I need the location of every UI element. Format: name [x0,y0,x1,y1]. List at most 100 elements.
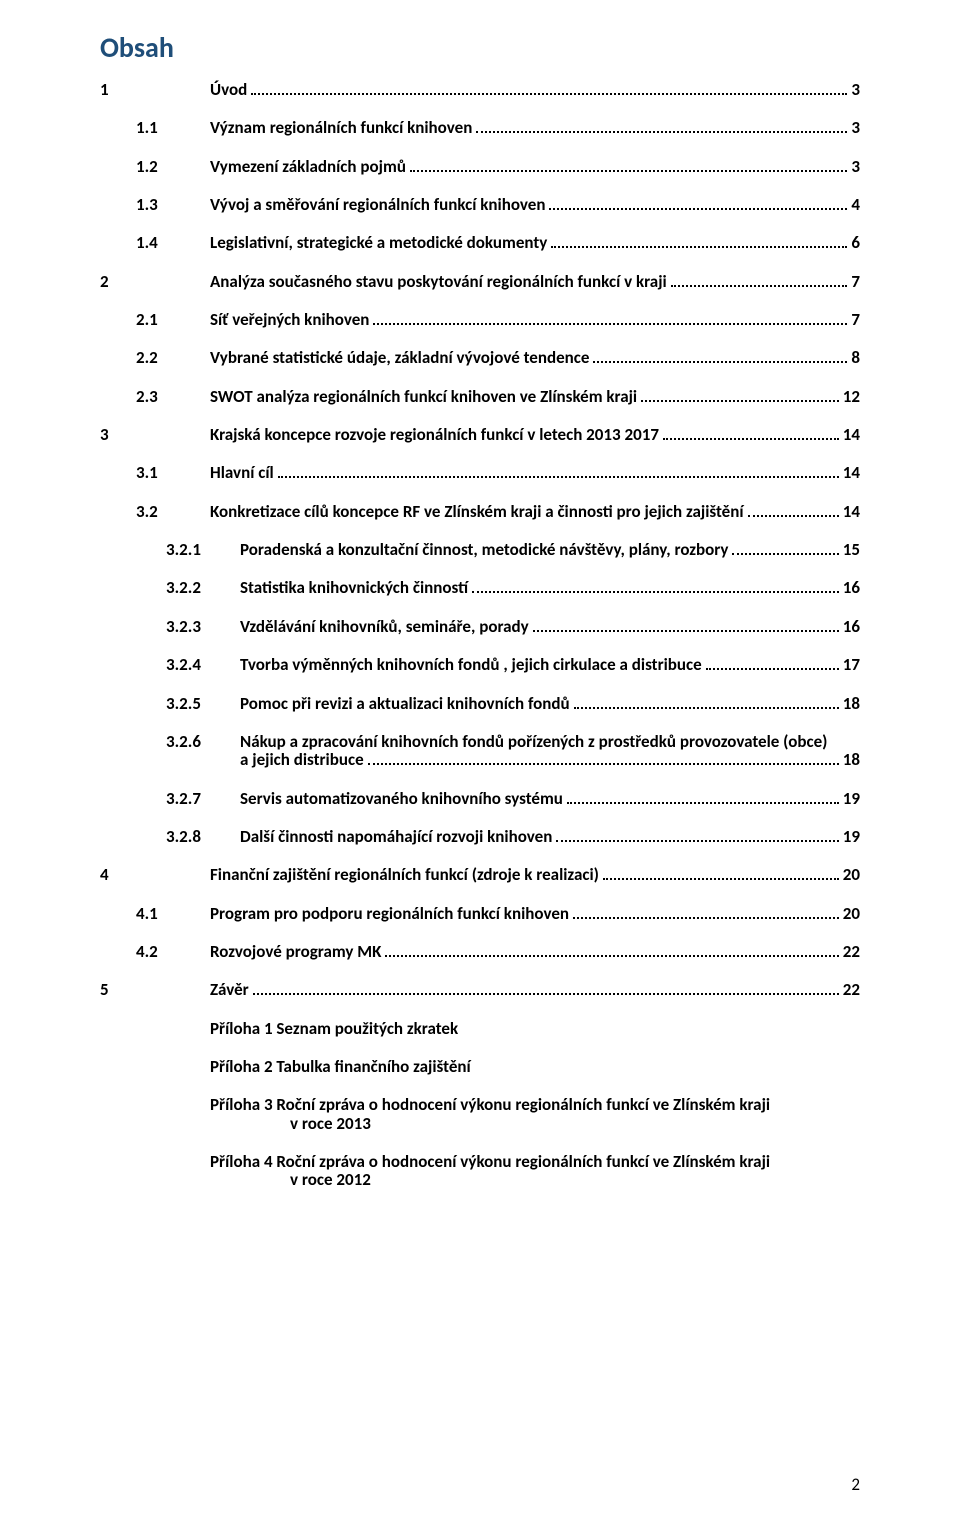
toc-number: 3.2.2 [100,575,240,601]
toc-page: 20 [843,901,860,927]
toc-label: Závěr [210,977,249,1003]
toc-entry: 3.2.3 Vzdělávání knihovníků, semináře, p… [100,614,860,640]
toc-label: Další činnosti napomáhající rozvoji knih… [240,824,552,850]
toc-entry: 4.2 Rozvojové programy MK 22 [100,939,860,965]
toc-page: 16 [843,575,860,601]
toc-number: 1.3 [100,192,210,218]
toc-leader [278,465,839,479]
toc-page: 3 [851,154,860,180]
toc-entry: 1.4 Legislativní, strategické a metodick… [100,230,860,256]
toc-label: Program pro podporu regionálních funkcí … [210,901,569,927]
toc-page: 20 [843,862,860,888]
toc-page: 19 [843,824,860,850]
toc-page: 18 [843,691,860,717]
toc-label: Příloha 2 Tabulka finančního zajištění [210,1054,471,1080]
toc-entry: 3.2.8 Další činnosti napomáhající rozvoj… [100,824,860,850]
toc-entry: 3.2.4 Tvorba výměnných knihovních fondů … [100,652,860,678]
toc-leader [549,196,847,210]
toc-label: Vybrané statistické údaje, základní vývo… [210,345,589,371]
toc-page: 16 [843,614,860,640]
toc-label: a jejich distribuce [240,747,364,773]
toc-label: Konkretizace cílů koncepce RF ve Zlínské… [210,499,744,525]
toc-leader [567,790,839,804]
toc-label: Vývoj a směřování regionálních funkcí kn… [210,192,545,218]
page-number: 2 [851,1474,860,1495]
toc-entry: 3.1 Hlavní cíl 14 [100,460,860,486]
toc-leader [663,427,839,441]
toc-label: Vzdělávání knihovníků, semináře, porady [240,614,529,640]
toc-entry: 2.3 SWOT analýza regionálních funkcí kni… [100,384,860,410]
document-page: Obsah 1 Úvod 3 1.1 Význam regionálních f… [0,0,960,1515]
toc-appendix: Příloha 4 Roční zpráva o hodnocení výkon… [100,1149,860,1175]
toc-leader [641,388,839,402]
toc-page: 3 [851,115,860,141]
toc-entry: 3.2.2 Statistika knihovnických činností … [100,575,860,601]
toc-entry: 4 Finanční zajištění regionálních funkcí… [100,862,860,888]
toc-number: 3.2.5 [100,691,240,717]
toc-entry: 2 Analýza současného stavu poskytování r… [100,269,860,295]
toc-page: 22 [843,977,860,1003]
toc-number: 2.1 [100,307,210,333]
toc-label: Tvorba výměnných knihovních fondů , jeji… [240,652,702,678]
toc-label: Úvod [210,77,247,103]
toc-number: 4.2 [100,939,210,965]
toc-label: v roce 2013 [290,1111,371,1137]
toc-page: 8 [851,345,860,371]
toc-number: 1.1 [100,115,210,141]
toc-leader [732,542,838,556]
toc-entry: 1.2 Vymezení základních pojmů 3 [100,154,860,180]
toc-entry: 1 Úvod 3 [100,77,860,103]
toc-label: Pomoc při revizi a aktualizaci knihovníc… [240,691,570,717]
toc-label: SWOT analýza regionálních funkcí knihove… [210,384,637,410]
toc-number: 3.2.1 [100,537,240,563]
toc-label: Význam regionálních funkcí knihoven [210,115,472,141]
toc-label: Příloha 1 Seznam použitých zkratek [210,1016,458,1042]
toc-number: 3.2.3 [100,614,240,640]
toc-leader [253,982,839,996]
toc-page: 17 [843,652,860,678]
toc-page: 19 [843,786,860,812]
toc-page: 15 [843,537,860,563]
toc-number: 1.2 [100,154,210,180]
toc-entry: 4.1 Program pro podporu regionálních fun… [100,901,860,927]
toc-entry: 3 Krajská koncepce rozvoje regionálních … [100,422,860,448]
toc-number: 3.2.7 [100,786,240,812]
toc-page: 3 [851,77,860,103]
toc-number: 2.3 [100,384,210,410]
toc-appendix: Příloha 1 Seznam použitých zkratek [100,1016,860,1042]
toc-leader [574,695,839,709]
toc-label: Analýza současného stavu poskytování reg… [210,269,667,295]
toc-number: 3.2.6 [100,729,240,755]
toc-page: 4 [851,192,860,218]
toc-leader [573,905,839,919]
toc-leader [671,273,848,287]
toc-leader [410,158,847,172]
toc-label: Statistika knihovnických činností [240,575,468,601]
toc-entry: 1.1 Význam regionálních funkcí knihoven … [100,115,860,141]
toc-leader [603,867,839,881]
toc-page: 14 [843,499,860,525]
toc-entry: 3.2.1 Poradenská a konzultační činnost, … [100,537,860,563]
toc-leader [385,943,838,957]
toc-entry: 3.2 Konkretizace cílů koncepce RF ve Zlí… [100,499,860,525]
toc-leader [533,618,839,632]
toc-number: 2 [100,269,210,295]
toc-number: 3.2 [100,499,210,525]
toc-label: Vymezení základních pojmů [210,154,406,180]
toc-number: 1 [100,77,210,103]
toc-label: Poradenská a konzultační činnost, metodi… [240,537,728,563]
toc-number: 1.4 [100,230,210,256]
toc-number: 3 [100,422,210,448]
toc-page: 7 [851,269,860,295]
toc-entry: 3.2.7 Servis automatizovaného knihovního… [100,786,860,812]
toc-leader [251,81,847,95]
toc-leader [368,752,839,766]
table-of-contents: 1 Úvod 3 1.1 Význam regionálních funkcí … [100,77,860,1194]
toc-entry: 2.1 Síť veřejných knihoven 7 [100,307,860,333]
toc-page: 18 [843,747,860,773]
toc-label: Krajská koncepce rozvoje regionálních fu… [210,422,659,448]
toc-label: Rozvojové programy MK [210,939,381,965]
toc-label: Hlavní cíl [210,460,274,486]
toc-page: 12 [843,384,860,410]
toc-heading: Obsah [100,30,860,65]
